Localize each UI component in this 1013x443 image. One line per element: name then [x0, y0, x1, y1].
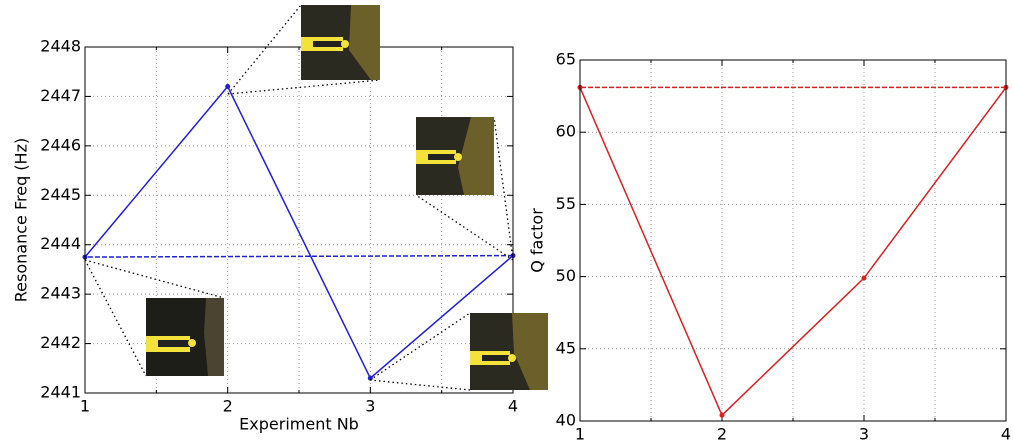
- x-tick-label: 3: [365, 397, 375, 416]
- x-tick-label: 1: [80, 397, 90, 416]
- y-tick-label: 45: [556, 338, 576, 357]
- chart: 1234404550556065Experiment NbQ factor: [528, 50, 1012, 443]
- x-axis-label: Experiment Nb: [239, 415, 359, 434]
- y-tick-label: 55: [556, 194, 576, 213]
- y-tick-label: 2442: [40, 333, 81, 352]
- inset-photo: [470, 313, 548, 390]
- inset-photo: [146, 298, 224, 376]
- y-tick-label: 2448: [40, 37, 81, 56]
- connector: [493, 116, 514, 261]
- plot-frame: [84, 46, 514, 394]
- inset-photo: [301, 5, 380, 80]
- y-tick-label: 40: [556, 411, 576, 430]
- x-tick-label: 4: [508, 397, 518, 416]
- inset-photo: [416, 117, 494, 195]
- connector: [415, 194, 514, 261]
- closing-line: [84, 254, 514, 258]
- data-point: [861, 275, 867, 281]
- y-tick-label: 2444: [40, 234, 81, 253]
- y-tick-label: 50: [556, 266, 576, 285]
- x-tick-label: 4: [1001, 425, 1011, 443]
- connector: [84, 259, 225, 299]
- connector: [227, 4, 302, 95]
- connector: [369, 312, 471, 381]
- x-tick-label: 2: [223, 397, 233, 416]
- chart: 1 2 3 4 2441 2442 2443 2444 2445 2446 2447 2448 Expe…: [12, 37, 519, 434]
- y-tick-label: 2441: [40, 383, 81, 402]
- data-point: [225, 84, 231, 90]
- x-tick-label: 2: [717, 425, 727, 443]
- insets: [84, 4, 514, 391]
- y-tick-label: 2446: [40, 135, 81, 154]
- y-axis-label: Q factor: [528, 208, 547, 273]
- connector: [227, 79, 381, 95]
- connector: [84, 259, 147, 377]
- y-tick-label: 2443: [40, 284, 81, 303]
- y-tick-label: 65: [556, 50, 576, 69]
- x-tick-label: 3: [859, 425, 869, 443]
- data-line: [84, 85, 514, 380]
- connector: [369, 379, 471, 391]
- data-point: [367, 375, 373, 381]
- data-point: [719, 412, 725, 418]
- y-tick-label: 60: [556, 122, 576, 141]
- x-tick-label: 1: [575, 425, 585, 443]
- y-tick-label: 2447: [40, 86, 81, 105]
- y-axis-label: Resonance Freq (Hz): [12, 138, 31, 302]
- y-tick-label: 2445: [40, 185, 81, 204]
- plot-frame: [579, 59, 1007, 422]
- data-line: [579, 86, 1007, 417]
